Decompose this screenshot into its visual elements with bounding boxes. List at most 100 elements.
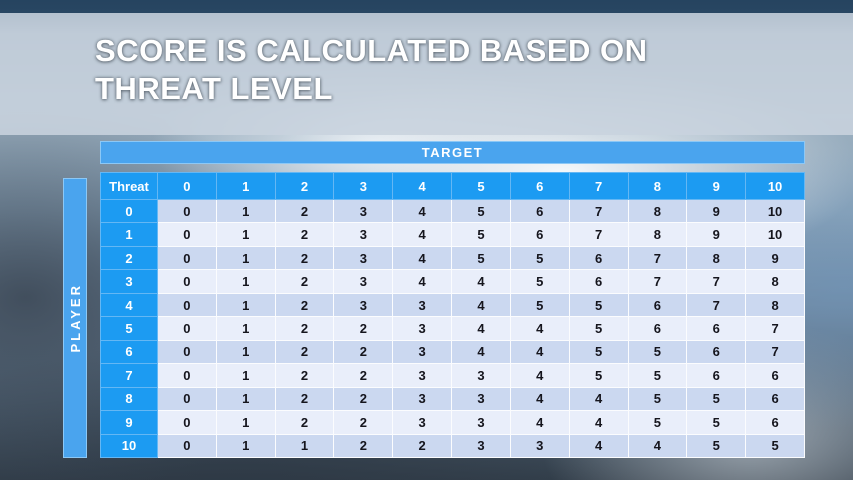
target-column-header: 1: [215, 172, 276, 200]
score-cell: 2: [274, 386, 335, 412]
score-cell: 2: [274, 363, 335, 388]
score-cell: 0: [157, 316, 217, 341]
score-cell: 0: [157, 363, 217, 388]
title-band: [0, 13, 853, 135]
score-cell: 4: [451, 339, 511, 365]
score-cell: 2: [274, 198, 335, 224]
score-cell: 1: [215, 433, 276, 459]
score-cell: 7: [686, 292, 747, 318]
score-cell: 5: [686, 386, 747, 412]
score-cell: 1: [215, 269, 276, 294]
target-column-header: 6: [509, 172, 570, 200]
score-cell: 3: [392, 386, 453, 412]
score-cell: 8: [627, 198, 688, 224]
score-cell: 4: [568, 433, 629, 459]
score-cell: 6: [568, 269, 629, 294]
score-table-body: 0 0 1 2 3 4 5 6 7 8 9 10 1 0 1 2 3 4 5 6 7 8 9 10 2 0 1 2 3 4 5 5 6 7 8 9 3 0…: [100, 198, 805, 459]
score-cell: 5: [686, 433, 747, 459]
score-cell: 4: [451, 292, 511, 318]
score-cell: 3: [451, 386, 511, 412]
score-cell: 5: [627, 339, 688, 365]
score-cell: 3: [451, 433, 511, 459]
score-cell: 5: [451, 198, 511, 224]
score-cell: 5: [745, 433, 805, 459]
slide-title-line1: SCORE IS CALCULATED BASED ON: [95, 33, 648, 68]
score-cell: 4: [509, 339, 570, 365]
score-cell: 6: [686, 339, 747, 365]
score-cell: 5: [568, 363, 629, 388]
score-cell: 5: [568, 292, 629, 318]
threat-row-header: 0: [100, 198, 158, 224]
target-column-header: 10: [745, 172, 805, 200]
score-table-row: 1 0 1 2 3 4 5 6 7 8 9 10: [100, 222, 805, 247]
target-axis-header: TARGET: [100, 141, 805, 164]
score-cell: 1: [215, 198, 276, 224]
score-cell: 2: [274, 245, 335, 271]
score-cell: 7: [745, 316, 805, 341]
score-cell: 6: [627, 292, 688, 318]
score-cell: 5: [509, 245, 570, 271]
score-cell: 10: [745, 222, 805, 247]
score-cell: 1: [215, 386, 276, 412]
score-table-row: 0 0 1 2 3 4 5 6 7 8 9 10: [100, 198, 805, 224]
threat-row-header: 8: [100, 386, 158, 412]
score-cell: 6: [686, 363, 747, 388]
score-cell: 0: [157, 198, 217, 224]
score-cell: 2: [333, 339, 394, 365]
score-cell: 0: [157, 386, 217, 412]
score-cell: 1: [274, 433, 335, 459]
score-cell: 1: [215, 292, 276, 318]
score-cell: 4: [509, 386, 570, 412]
score-cell: 2: [274, 316, 335, 341]
score-cell: 9: [745, 245, 805, 271]
player-axis-header: PLAYER: [63, 178, 87, 458]
score-cell: 3: [333, 269, 394, 294]
score-cell: 4: [509, 316, 570, 341]
score-cell: 1: [215, 410, 276, 435]
score-cell: 10: [745, 198, 805, 224]
slide-title-line2: THREAT LEVEL: [95, 71, 333, 106]
score-cell: 8: [745, 292, 805, 318]
score-cell: 3: [333, 198, 394, 224]
score-cell: 9: [686, 222, 747, 247]
target-column-header: 0: [157, 172, 217, 200]
score-cell: 5: [568, 339, 629, 365]
score-cell: 3: [392, 410, 453, 435]
threat-row-header: 5: [100, 316, 158, 341]
score-cell: 5: [509, 269, 570, 294]
target-column-header: 3: [333, 172, 394, 200]
score-cell: 0: [157, 292, 217, 318]
score-cell: 4: [392, 198, 453, 224]
score-cell: 1: [215, 222, 276, 247]
score-cell: 0: [157, 245, 217, 271]
slide-title: SCORE IS CALCULATED BASED ON THREAT LEVE…: [95, 32, 795, 108]
score-cell: 4: [509, 410, 570, 435]
score-cell: 8: [745, 269, 805, 294]
score-cell: 5: [568, 316, 629, 341]
score-cell: 7: [627, 269, 688, 294]
score-cell: 0: [157, 339, 217, 365]
target-column-header: 8: [627, 172, 688, 200]
score-cell: 2: [274, 339, 335, 365]
score-cell: 3: [392, 316, 453, 341]
score-table: Threat 0 1 2 3 4 5 6 7 8 9 10 0 0 1 2 3 4 5 6 7 8 9 10 1 0 1 2 3 4 5 6…: [100, 172, 805, 459]
target-column-header: 4: [392, 172, 453, 200]
score-cell: 4: [568, 410, 629, 435]
score-cell: 4: [451, 269, 511, 294]
threat-row-header: 4: [100, 292, 158, 318]
threat-row-header: 2: [100, 245, 158, 271]
score-cell: 3: [451, 363, 511, 388]
score-cell: 9: [686, 198, 747, 224]
score-cell: 5: [509, 292, 570, 318]
score-cell: 5: [627, 386, 688, 412]
score-cell: 2: [274, 269, 335, 294]
score-cell: 4: [392, 245, 453, 271]
